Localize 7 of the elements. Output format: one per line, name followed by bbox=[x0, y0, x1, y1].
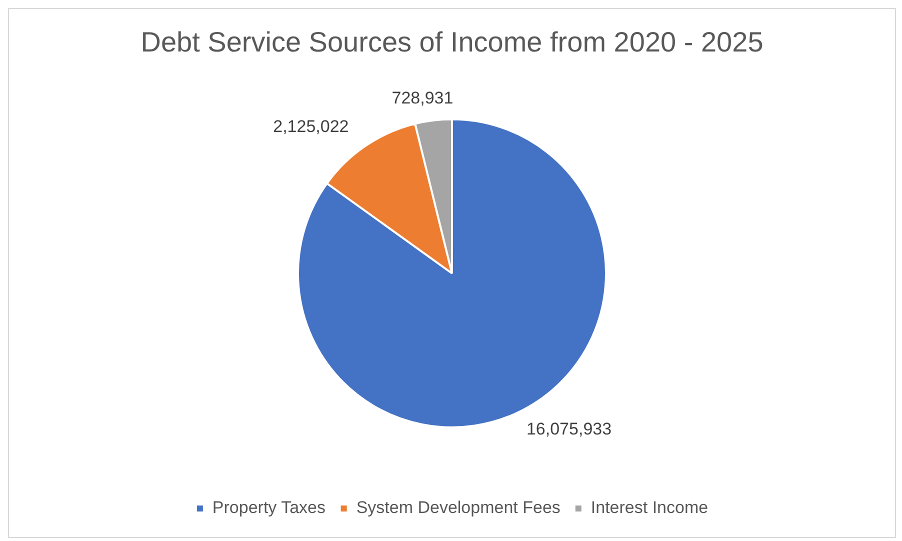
data-label: 16,075,933 bbox=[526, 420, 612, 439]
data-label: 728,931 bbox=[392, 88, 454, 108]
legend-label: Interest Income bbox=[590, 498, 708, 518]
chart-title: Debt Service Sources of Income from 2020 - 2025 bbox=[140, 26, 764, 58]
legend-label: Property Taxes bbox=[212, 498, 326, 518]
legend-label: System Development Fees bbox=[356, 498, 560, 518]
data-label: 2,125,022 bbox=[273, 117, 349, 136]
